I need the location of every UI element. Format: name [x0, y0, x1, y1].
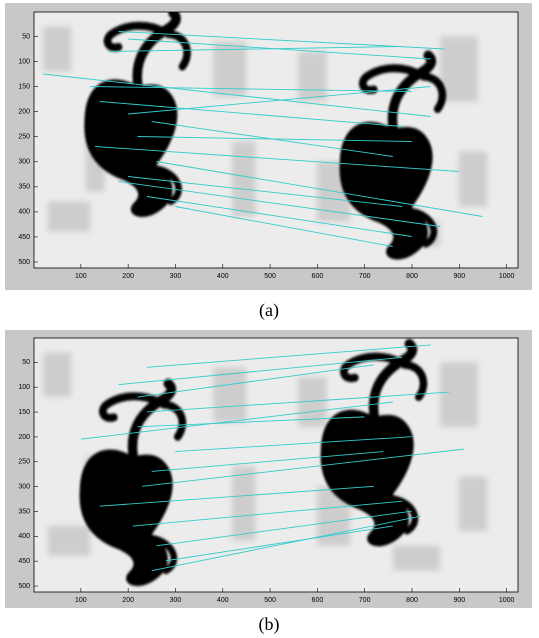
y-tick-label: 50	[22, 359, 30, 366]
axes-box	[33, 11, 519, 269]
x-tick-label: 800	[406, 597, 418, 604]
x-tick-label: 900	[453, 597, 465, 604]
x-tick-label: 300	[170, 273, 182, 280]
x-tick-label: 500	[264, 273, 276, 280]
y-tick-label: 100	[18, 384, 30, 391]
match-line	[137, 136, 412, 142]
image-panel	[34, 12, 518, 268]
match-line	[99, 101, 403, 127]
y-tick-label: 300	[18, 483, 30, 490]
match-line	[146, 344, 431, 368]
y-tick-label: 150	[18, 409, 30, 416]
x-tick-label: 600	[312, 273, 324, 280]
y-tick-label: 450	[18, 558, 30, 565]
match-line	[109, 46, 403, 52]
match-line	[146, 196, 412, 237]
x-tick-label: 200	[122, 597, 134, 604]
match-line	[94, 146, 459, 172]
x-tick-label: 100	[75, 273, 87, 280]
y-tick-label: 250	[18, 134, 30, 141]
x-tick-label: 900	[453, 273, 465, 280]
match-line	[137, 416, 365, 428]
x-tick-label: 400	[217, 597, 229, 604]
match-line	[118, 181, 441, 227]
caption: (a)	[259, 300, 279, 321]
x-tick-label: 700	[359, 273, 371, 280]
match-line	[90, 86, 412, 92]
match-line	[132, 500, 403, 527]
x-tick-label: 800	[406, 273, 418, 280]
axes-box	[33, 337, 519, 593]
x-tick-label: 500	[264, 597, 276, 604]
match-line	[80, 401, 393, 440]
x-tick-label: 200	[122, 273, 134, 280]
match-line	[175, 436, 412, 453]
match-line	[151, 515, 422, 572]
x-tick-label: 1000	[499, 597, 515, 604]
y-tick-label: 50	[22, 33, 30, 40]
y-tick-label: 250	[18, 459, 30, 466]
match-line	[156, 161, 483, 217]
x-tick-label: 700	[359, 597, 371, 604]
match-line	[118, 31, 445, 50]
y-tick-label: 450	[18, 234, 30, 241]
y-tick-label: 200	[18, 434, 30, 441]
match-line	[142, 448, 464, 487]
y-tick-label: 350	[18, 508, 30, 515]
x-tick-label: 1000	[499, 273, 515, 280]
y-tick-label: 150	[18, 83, 30, 90]
x-tick-label: 400	[217, 273, 229, 280]
match-line	[128, 86, 431, 115]
y-tick-label: 400	[18, 533, 30, 540]
match-line	[137, 364, 374, 398]
x-tick-label: 300	[170, 597, 182, 604]
match-line	[156, 510, 412, 547]
y-tick-label: 500	[18, 583, 30, 590]
match-line	[128, 176, 403, 207]
match-line	[151, 451, 384, 472]
y-tick-label: 400	[18, 209, 30, 216]
image-panel	[34, 338, 518, 592]
y-tick-label: 200	[18, 109, 30, 116]
match-line	[165, 525, 393, 562]
y-tick-label: 500	[18, 259, 30, 266]
match-line	[99, 485, 374, 507]
y-tick-label: 300	[18, 159, 30, 166]
match-line	[146, 391, 450, 413]
caption: (b)	[259, 614, 280, 635]
x-tick-label: 600	[312, 597, 324, 604]
y-tick-label: 350	[18, 184, 30, 191]
x-tick-label: 100	[75, 597, 87, 604]
match-line	[42, 73, 431, 117]
match-line	[175, 206, 393, 247]
match-line	[118, 356, 403, 386]
y-tick-label: 100	[18, 58, 30, 65]
